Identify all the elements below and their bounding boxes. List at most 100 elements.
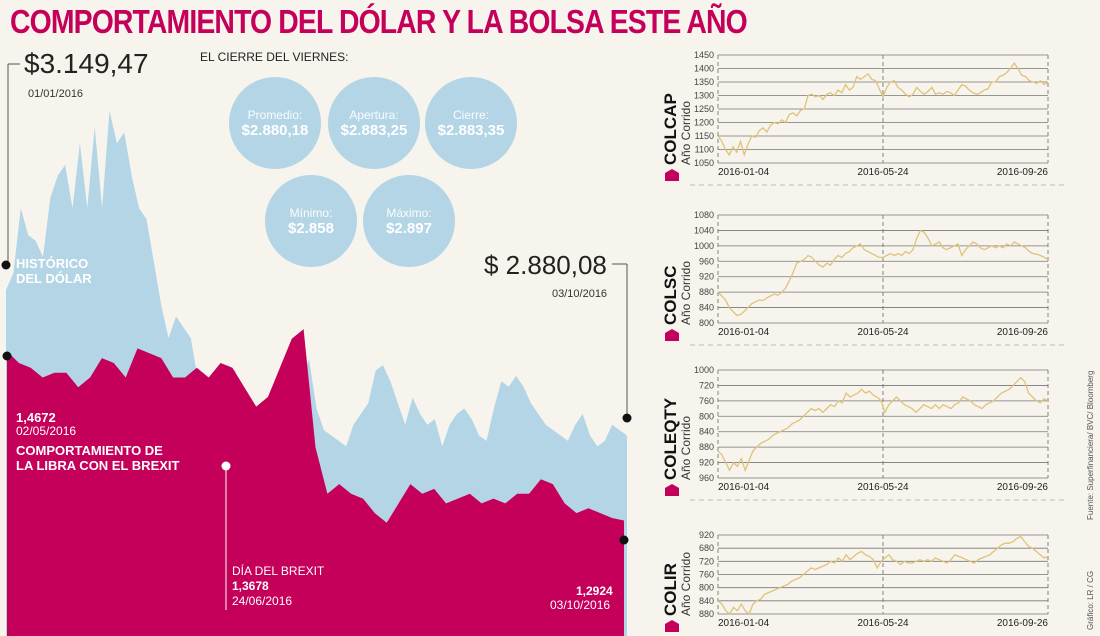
index-subtitle: Año Corrido — [679, 415, 693, 480]
colsc-line — [717, 229, 1049, 317]
dollar-end-date: 03/10/2016 — [552, 288, 608, 300]
stat-label: Cierre: — [452, 107, 489, 122]
colsc-chart: 800 840 880 920 960 1000 1040 1080 2016-01-04 201… — [655, 205, 1075, 355]
stat-bubble-cierre: Cierre: $2.883,35 — [425, 77, 517, 169]
dollar-series-label: HISTÓRICO DEL DÓLAR — [16, 256, 92, 286]
pound-area — [7, 329, 624, 636]
x-tick-label: 2016-05-24 — [857, 482, 909, 493]
pound-end-date: 03/10/2016 — [550, 598, 611, 612]
y-tick-label: 840 — [699, 303, 714, 313]
brexit-label: DÍA DEL BREXIT — [232, 564, 325, 578]
graphic-credit: Gráfico: LR / CG — [1086, 570, 1095, 630]
x-tick-label: 2016-05-24 — [857, 167, 909, 178]
brexit-date: 24/06/2016 — [232, 594, 293, 608]
index-marker-icon — [665, 620, 679, 632]
index-name: COLCAP — [661, 93, 680, 165]
y-tick-label: 1150 — [695, 131, 714, 141]
y-tick-label: 960 — [699, 473, 714, 483]
dollar-end-marker — [622, 413, 632, 423]
x-tick-label: 2016-09-26 — [997, 327, 1049, 338]
source-credit: Fuente: Superfinanciera/ BVC/ Bloomberg — [1086, 370, 1095, 520]
coleqty-line — [717, 376, 1049, 473]
pound-label-line1: COMPORTAMIENTO DE — [16, 443, 163, 458]
y-tick-label: 680 — [699, 543, 714, 553]
x-tick-label: 2016-01-04 — [718, 482, 770, 493]
x-tick-label: 2016-05-24 — [857, 618, 909, 629]
index-marker-icon — [665, 329, 679, 341]
colir-svg: 880 840 800 760 720 680 920 2016-01-04 2016-05-2… — [665, 530, 1049, 632]
pound-start-date: 02/05/2016 — [16, 424, 77, 438]
y-tick-label: 880 — [699, 287, 714, 297]
y-tick-label: 1040 — [694, 225, 714, 235]
index-marker-icon — [665, 169, 679, 181]
y-tick-label: 800 — [699, 411, 714, 421]
y-tick-label: 1300 — [694, 91, 714, 101]
x-tick-label: 2016-01-04 — [718, 167, 770, 178]
index-marker-icon — [665, 484, 679, 496]
stat-label: Promedio: — [247, 107, 303, 122]
dollar-start-value: $3.149,47 — [24, 48, 149, 79]
colcap-chart: 1050 1100 1150 1200 1250 1300 1350 1400 1450 2016… — [655, 45, 1075, 195]
y-tick-label: 1250 — [694, 104, 714, 114]
y-tick-label: 840 — [699, 427, 714, 437]
y-tick-label: 760 — [699, 396, 714, 406]
pound-start-marker — [2, 351, 12, 361]
x-tick-label: 2016-05-24 — [857, 327, 909, 338]
y-tick-label: 1100 — [695, 145, 714, 155]
stat-label: Máximo: — [386, 205, 432, 220]
dollar-end-value: $ 2.880,08 — [484, 250, 607, 280]
y-tick-label: 880 — [699, 442, 714, 452]
index-subtitle: Año Corrido — [679, 260, 693, 325]
x-tick-label: 2016-01-04 — [718, 327, 770, 338]
y-tick-label: 1450 — [694, 50, 714, 60]
stat-value: $2.880,18 — [241, 121, 309, 139]
y-tick-label: 880 — [699, 609, 714, 619]
x-tick-label: 2016-09-26 — [997, 618, 1049, 629]
stat-label: Mínimo: — [289, 205, 333, 220]
dollar-label-line1: HISTÓRICO — [16, 256, 89, 271]
stat-value: $2.883,25 — [340, 121, 408, 139]
y-tick-label: 960 — [699, 256, 714, 266]
y-tick-label: 720 — [699, 556, 714, 566]
coleqty-chart: 960 920 880 840 800 760 720 1000 2016-01-04 2016-… — [655, 360, 1075, 510]
brexit-marker — [221, 461, 231, 471]
stat-value: $2.883,35 — [437, 121, 505, 139]
pound-end-marker — [619, 535, 629, 545]
coleqty-svg: 960 920 880 840 800 760 720 1000 2016-01-04 2016-… — [665, 365, 1065, 501]
index-name: COLSC — [661, 265, 680, 326]
pound-series-label: COMPORTAMIENTO DE LA LIBRA CON EL BREXIT — [16, 443, 179, 473]
dollar-label-line2: DEL DÓLAR — [16, 271, 92, 286]
page-title: COMPORTAMIENTO DEL DÓLAR Y LA BOLSA ESTE… — [10, 3, 748, 40]
y-tick-label: 1200 — [694, 118, 714, 128]
stat-bubble-promedio: Promedio: $2.880,18 — [229, 77, 321, 169]
y-tick-label: 1000 — [694, 365, 714, 375]
dollar-pound-chart — [1, 63, 632, 636]
y-tick-label: 1350 — [694, 77, 714, 87]
colir-line — [717, 535, 1049, 616]
stat-label: Apertura: — [349, 107, 399, 122]
x-tick-label: 2016-09-26 — [997, 482, 1049, 493]
dollar-start-marker — [1, 260, 11, 270]
index-subtitle: Año Corrido — [679, 551, 693, 616]
index-subtitle: Año Corrido — [679, 100, 693, 165]
brexit-value: 1,3678 — [232, 579, 269, 593]
y-tick-label: 760 — [699, 570, 714, 580]
x-tick-label: 2016-01-04 — [718, 618, 770, 629]
dollar-start-date: 01/01/2016 — [28, 88, 84, 100]
colsc-svg: 800 840 880 920 960 1000 1040 1080 2016-01-04 201… — [665, 210, 1065, 346]
x-tick-label: 2016-09-26 — [997, 167, 1049, 178]
y-tick-label: 840 — [699, 596, 714, 606]
stat-bubble-maximo: Máximo: $2.897 — [363, 175, 455, 267]
y-tick-label: 720 — [699, 380, 714, 390]
stat-value: $2.897 — [386, 219, 432, 237]
y-tick-label: 1050 — [694, 158, 714, 168]
index-name: COLIR — [661, 563, 680, 616]
colcap-line — [717, 61, 1049, 158]
pound-start-value: 1,4672 — [16, 410, 56, 425]
colcap-svg: 1050 1100 1150 1200 1250 1300 1350 1400 1450 2016… — [665, 50, 1065, 186]
y-tick-label: 920 — [699, 530, 714, 540]
y-tick-label: 1000 — [694, 241, 714, 251]
pound-label-line2: LA LIBRA CON EL BREXIT — [16, 458, 180, 473]
y-tick-label: 800 — [699, 583, 714, 593]
y-tick-label: 800 — [699, 318, 714, 328]
